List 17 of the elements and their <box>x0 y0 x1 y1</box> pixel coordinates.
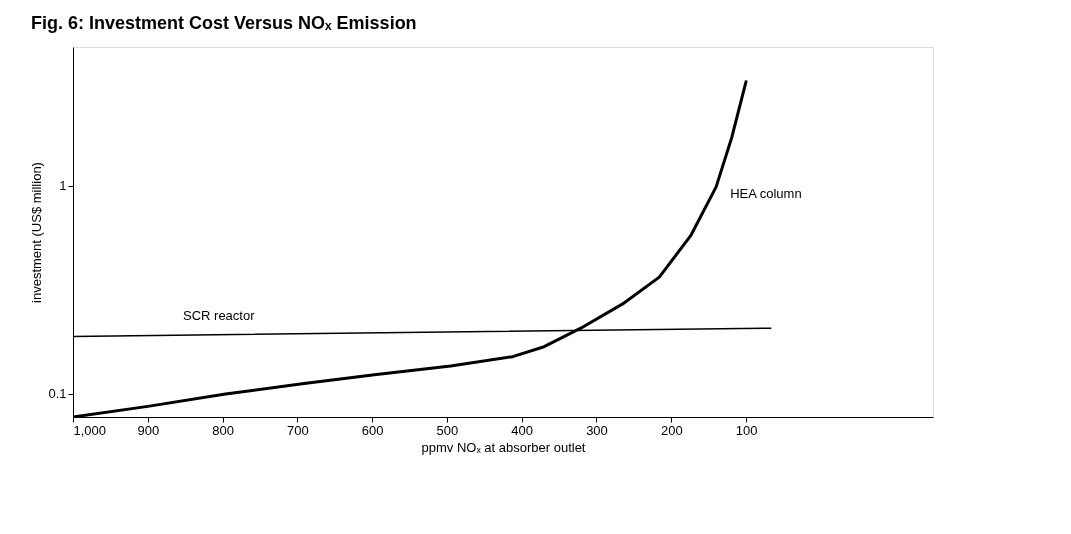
x-tick-label: 200 <box>660 422 683 438</box>
y-tick-label: 1 <box>59 178 67 194</box>
y-tick-label: 0.1 <box>48 386 67 402</box>
y-axis-title: investment (US$ million) <box>29 162 45 303</box>
x-tick-label: 500 <box>436 422 459 438</box>
x-tick-label: 700 <box>287 422 309 438</box>
x-tick-label: 400 <box>511 422 534 438</box>
series-label: HEA column <box>730 185 802 201</box>
x-tick-label: 100 <box>735 422 758 438</box>
x-tick-label: 600 <box>361 422 384 438</box>
x-tick-label: 800 <box>212 422 234 438</box>
chart-title: Fig. 6: Investment Cost Versus NOₓ Emission <box>30 13 417 33</box>
x-tick-label: 900 <box>137 422 160 438</box>
x-tick-label: 300 <box>586 422 608 438</box>
x-axis-title: ppmv NOₓ at absorber outlet <box>421 439 586 455</box>
series-label: SCR reactor <box>183 307 256 323</box>
x-tick-label: 1,000 <box>73 422 107 438</box>
